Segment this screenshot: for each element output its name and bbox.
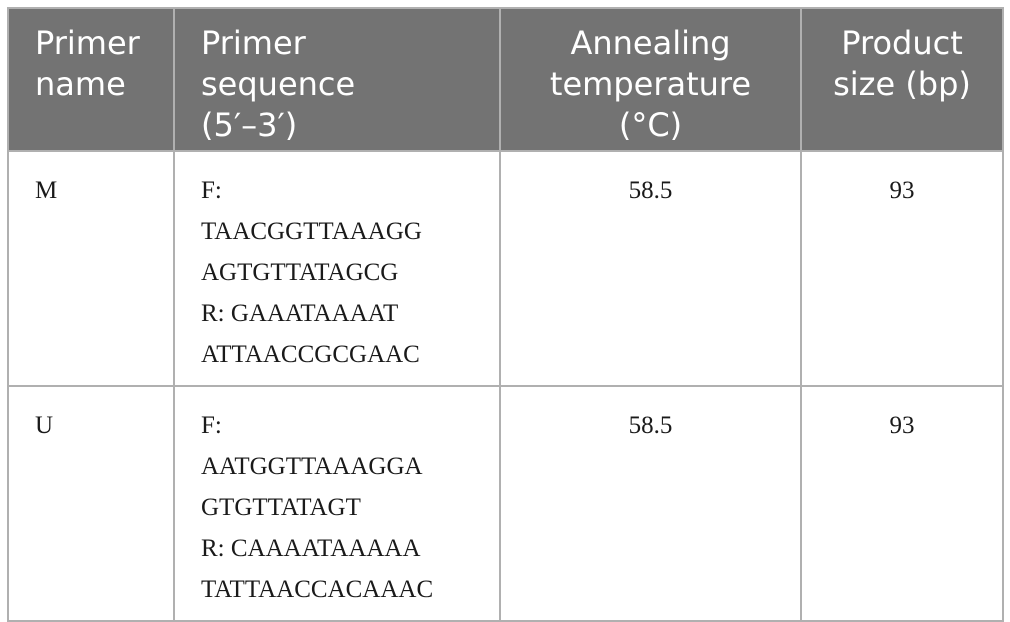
table-cell: F: TAACGGTTAAAGG AGTGTTATAGCG R: GAAATAAAAT… [173,150,501,387]
cell-line: R: GAAATAAAAT [201,300,399,327]
header-cell: Product size (bp) [800,7,1004,152]
cell-line: AGTGTTATAGCG [201,259,399,286]
table-row: M F: TAACGGTTAAAGG AGTGTTATAGCG R: GAAATAAAA… [7,150,1004,387]
cell-line: TAACGGTTAAAGG [201,218,422,245]
cell-line: F: [201,177,222,204]
cell-line: Primer [201,24,306,62]
table-cell: M [7,150,175,387]
cell-line: 58.5 [628,412,673,439]
cell-line: Annealing [570,24,731,62]
header-row: Primer name Primer sequence (5′–3′) Annealing… [7,7,1004,152]
table-body: M F: TAACGGTTAAAGG AGTGTTATAGCG R: GAAATAAAA… [7,150,1004,622]
cell-line: (5′–3′) [201,106,298,144]
header-cell: Primer name [7,7,175,152]
table-row: U F: AATGGTTAAAGGA GTGTTATAGT R: CAAAATAAAAA… [7,385,1004,622]
header-cell: Annealing temperature (°C) [499,7,802,152]
cell-line: 93 [889,412,915,439]
cell-line: temperature [549,65,752,103]
cell-line: M [35,177,58,204]
cell-line: ATTAACCGCGAAC [201,341,420,368]
cell-line: size (bp) [833,65,971,103]
cell-line: U [35,412,54,439]
cell-line: 93 [889,177,915,204]
primer-table: Primer name Primer sequence (5′–3′) Annealing… [7,7,1004,622]
cell-line: R: CAAAATAAAAA [201,535,421,562]
table-cell: 93 [800,385,1004,622]
table-cell: F: AATGGTTAAAGGA GTGTTATAGT R: CAAAATAAAAA T… [173,385,501,622]
cell-line: TATTAACCACAAAC [201,576,434,603]
cell-line: 58.5 [628,177,673,204]
cell-line: Product [841,24,963,62]
cell-line: sequence [201,65,356,103]
cell-line: (°C) [618,106,683,144]
cell-line: Primer [35,24,140,62]
header-cell: Primer sequence (5′–3′) [173,7,501,152]
cell-line: name [35,65,126,103]
cell-line: GTGTTATAGT [201,494,361,521]
table-cell: 93 [800,150,1004,387]
cell-line: AATGGTTAAAGGA [201,453,423,480]
cell-line: F: [201,412,222,439]
table-cell: U [7,385,175,622]
table-cell: 58.5 [499,385,802,622]
table-cell: 58.5 [499,150,802,387]
